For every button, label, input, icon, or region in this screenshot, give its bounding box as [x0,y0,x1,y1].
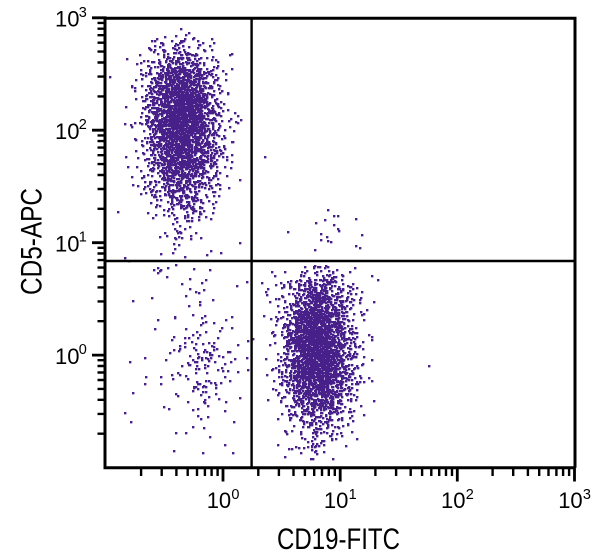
svg-text:2: 2 [466,487,474,503]
svg-text:10: 10 [207,488,231,513]
svg-text:1: 1 [79,230,87,246]
svg-text:0: 0 [79,342,87,358]
svg-text:10: 10 [441,488,465,513]
svg-text:3: 3 [583,487,591,503]
svg-text:3: 3 [79,5,87,21]
svg-text:10: 10 [55,232,79,257]
svg-text:CD5-APC: CD5-APC [16,188,49,295]
svg-text:CD19-FITC: CD19-FITC [277,523,400,556]
svg-text:10: 10 [55,119,79,144]
svg-text:10: 10 [558,488,582,513]
svg-text:10: 10 [55,7,79,32]
svg-text:2: 2 [79,117,87,133]
svg-text:10: 10 [55,344,79,369]
svg-text:0: 0 [231,487,239,503]
svg-text:1: 1 [349,487,357,503]
svg-text:10: 10 [324,488,348,513]
